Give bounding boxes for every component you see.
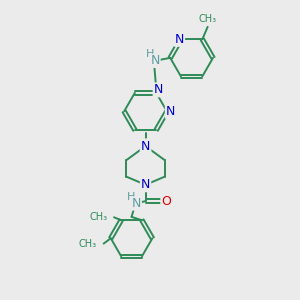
Text: CH₃: CH₃ (89, 212, 107, 222)
Text: H: H (127, 192, 136, 202)
Text: N: N (141, 140, 150, 153)
Text: N: N (175, 33, 184, 46)
Text: N: N (166, 105, 175, 118)
Text: CH₃: CH₃ (199, 14, 217, 23)
Text: N: N (154, 83, 163, 96)
Text: N: N (141, 140, 150, 153)
Text: N: N (151, 54, 160, 67)
Text: N: N (141, 178, 150, 191)
Text: N: N (132, 197, 141, 210)
Text: O: O (161, 195, 171, 208)
Text: CH₃: CH₃ (79, 238, 97, 249)
Text: H: H (146, 49, 154, 59)
